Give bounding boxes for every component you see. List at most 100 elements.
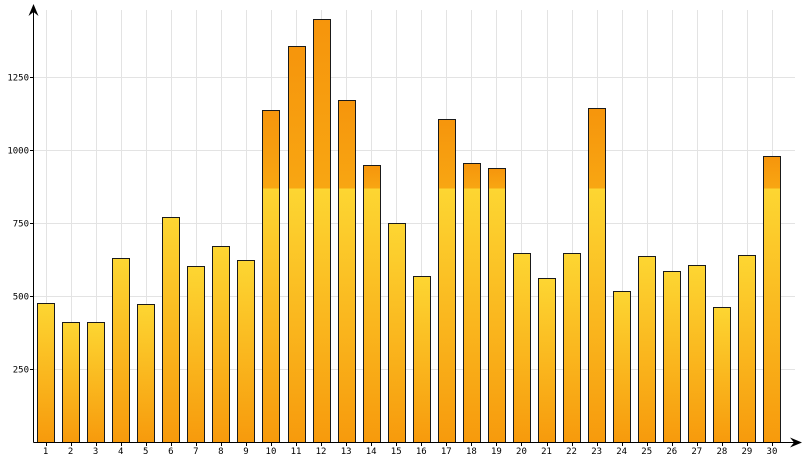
bar-segment-base <box>388 223 406 443</box>
bar-segment-base <box>187 266 205 443</box>
bar-segment-base <box>488 188 506 443</box>
bar-segment-over <box>488 168 506 189</box>
x-tick-label: 28 <box>716 447 727 457</box>
x-tick-label: 13 <box>341 447 352 457</box>
x-tick-label: 2 <box>68 447 73 457</box>
x-tick-label: 20 <box>516 447 527 457</box>
x-tick-label: 14 <box>366 447 377 457</box>
bar-segment-over <box>363 165 381 189</box>
x-tick-label: 5 <box>143 447 148 457</box>
bar-segment-base <box>137 304 155 443</box>
x-tick-label: 22 <box>566 447 577 457</box>
bar-7 <box>187 266 205 443</box>
bar-segment-base <box>563 253 581 443</box>
x-tick-label: 24 <box>616 447 627 457</box>
bar-segment-over <box>588 108 606 189</box>
x-tick-label: 17 <box>441 447 452 457</box>
x-tick-label: 10 <box>266 447 277 457</box>
bar-segment-base <box>613 291 631 443</box>
x-tick-label: 6 <box>168 447 173 457</box>
y-tick-label: 1250 <box>7 74 29 84</box>
bar-20 <box>513 253 531 443</box>
bar-14 <box>363 165 381 443</box>
x-tick-label: 29 <box>742 447 753 457</box>
bar-18 <box>463 163 481 443</box>
y-axis-arrow-icon <box>28 4 39 16</box>
bar-16 <box>413 276 431 443</box>
bar-5 <box>137 304 155 443</box>
x-tick-label: 11 <box>291 447 302 457</box>
bar-segment-base <box>112 258 130 443</box>
x-tick-label: 18 <box>466 447 477 457</box>
bar-segment-base <box>288 188 306 443</box>
bar-10 <box>262 110 280 443</box>
y-tick-label: 1000 <box>7 147 29 157</box>
x-tick-label: 1 <box>43 447 48 457</box>
x-tick-label: 4 <box>118 447 123 457</box>
bar-segment-base <box>413 276 431 443</box>
x-tick-label: 23 <box>591 447 602 457</box>
x-tick-label: 27 <box>691 447 702 457</box>
y-tick-label: 750 <box>13 220 29 230</box>
x-axis-arrow-icon <box>790 437 802 448</box>
bar-segment-base <box>363 188 381 443</box>
bar-segment-base <box>713 307 731 443</box>
bar-segment-base <box>588 188 606 443</box>
bar-8 <box>212 246 230 443</box>
bar-segment-over <box>763 156 781 189</box>
bar-28 <box>713 307 731 443</box>
bar-segment-over <box>288 46 306 189</box>
x-tick-label: 12 <box>316 447 327 457</box>
bar-22 <box>563 253 581 443</box>
bar-11 <box>288 46 306 443</box>
bar-segment-base <box>663 271 681 443</box>
bar-segment-base <box>237 260 255 443</box>
bar-segment-over <box>438 119 456 189</box>
bar-19 <box>488 168 506 443</box>
y-tick-labels: 250 500 750 1000 1250 <box>7 74 29 376</box>
bar-segment-base <box>538 278 556 443</box>
y-tick-label: 250 <box>13 366 29 376</box>
bar-6 <box>162 217 180 443</box>
bar-segment-base <box>338 188 356 443</box>
bar-segment-base <box>513 253 531 443</box>
bar-2 <box>62 322 80 443</box>
bar-segment-base <box>738 255 756 443</box>
bar-segment-base <box>763 188 781 443</box>
bar-29 <box>738 255 756 443</box>
bar-1 <box>37 303 55 443</box>
bar-segment-base <box>438 188 456 443</box>
x-tick-label: 3 <box>93 447 98 457</box>
bar-26 <box>663 271 681 443</box>
bar-segment-base <box>463 188 481 443</box>
x-tick-label: 16 <box>416 447 427 457</box>
bar-segment-over <box>262 110 280 189</box>
y-tick-label: 500 <box>13 293 29 303</box>
bar-23 <box>588 108 606 443</box>
bar-segment-base <box>62 322 80 443</box>
bar-segment-base <box>638 256 656 443</box>
bar-segment-over <box>313 19 331 189</box>
x-tick-labels: 1 2 3 4 5 6 7 8 9 10 11 12 13 14 15 16 17 18 19 20 21 22 23 24 2… <box>43 447 778 457</box>
bar-segment-over <box>463 163 481 189</box>
bars <box>37 19 781 443</box>
bar-21 <box>538 278 556 443</box>
x-tick-label: 8 <box>218 447 223 457</box>
x-tick-label: 26 <box>666 447 677 457</box>
x-tick-label: 15 <box>391 447 402 457</box>
axes <box>28 4 802 448</box>
bar-15 <box>388 223 406 443</box>
bar-segment-base <box>313 188 331 443</box>
bar-segment-base <box>262 188 280 443</box>
bar-segment-base <box>37 303 55 443</box>
bar-24 <box>613 291 631 443</box>
bar-25 <box>638 256 656 443</box>
bar-segment-base <box>162 217 180 443</box>
bar-9 <box>237 260 255 443</box>
bar-27 <box>688 265 706 443</box>
bar-4 <box>112 258 130 443</box>
x-tick-label: 19 <box>491 447 502 457</box>
bar-segment-over <box>338 100 356 189</box>
x-tick-label: 9 <box>243 447 248 457</box>
